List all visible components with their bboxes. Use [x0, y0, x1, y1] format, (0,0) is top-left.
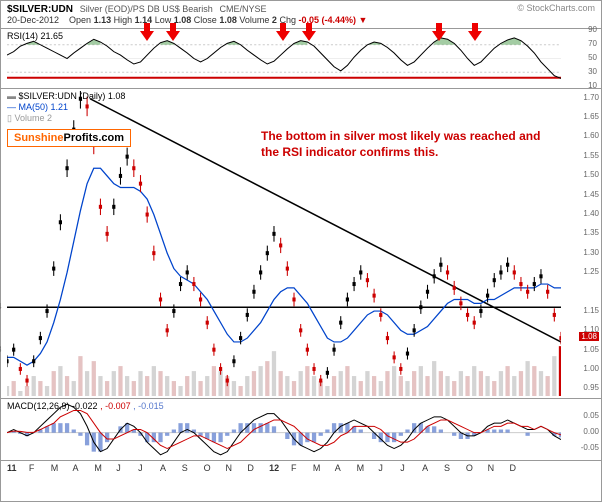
exchange: CME/NYSE	[220, 4, 267, 14]
open-label: Open	[69, 15, 91, 25]
x-tick: M	[51, 463, 59, 473]
price-panel: ▬ $SILVER:UDN (Daily) 1.08 — MA(50) 1.21…	[1, 89, 601, 399]
down-arrow-icon	[166, 23, 180, 41]
x-tick: A	[73, 463, 79, 473]
x-tick: F	[291, 463, 297, 473]
main-symbol: $SILVER:UDN (Daily)	[19, 91, 106, 101]
x-axis: 11 F M A M J J A S O N D 12 F M A M J J A S O N D	[1, 461, 601, 481]
ma-label: MA(50)	[19, 102, 49, 112]
high-label: High	[114, 15, 133, 25]
volume-label: Volume	[239, 15, 269, 25]
down-arrow-icon	[140, 23, 154, 41]
x-tick: M	[357, 463, 365, 473]
rsi-label: RSI(14)	[7, 31, 38, 41]
close-label: Close	[194, 15, 217, 25]
macd-v3: -0.015	[138, 401, 164, 411]
x-tick: S	[182, 463, 188, 473]
chart-container: $SILVER:UDN Silver (EOD)/PS DB US$ Beari…	[0, 0, 602, 502]
x-tick: S	[444, 463, 450, 473]
rsi-value: 21.65	[41, 31, 64, 41]
x-tick: J	[400, 463, 405, 473]
x-tick: O	[204, 463, 211, 473]
down-arrow-icon	[468, 23, 482, 41]
vol-label: Volume	[14, 113, 44, 123]
watermark: SunshineProfits.com	[7, 129, 131, 147]
down-arrow-icon	[302, 23, 316, 41]
macd-label: MACD(12,26,9)	[7, 401, 70, 411]
rsi-panel: RSI(14) 21.65 1030507090	[1, 29, 601, 89]
macd-v1: -0.022	[72, 401, 98, 411]
x-tick: O	[466, 463, 473, 473]
x-tick: D	[247, 463, 254, 473]
x-tick: N	[225, 463, 232, 473]
main-value: 1.08	[108, 91, 126, 101]
x-tick: M	[94, 463, 102, 473]
macd-panel: MACD(12,26,9) -0.022 , -0.007 , -0.015 0…	[1, 399, 601, 461]
x-tick: A	[335, 463, 341, 473]
description: Silver (EOD)/PS DB US$ Bearish	[80, 4, 213, 14]
x-tick: M	[313, 463, 321, 473]
ma-value: 1.21	[51, 102, 69, 112]
macd-v2: -0.007	[105, 401, 131, 411]
watermark-b: Profits.com	[64, 132, 125, 144]
date: 20-Dec-2012	[7, 15, 59, 25]
annotation-text: The bottom in silver most likely was rea…	[261, 129, 541, 160]
down-arrow-icon	[276, 23, 290, 41]
x-tick: D	[510, 463, 517, 473]
x-tick: J	[138, 463, 143, 473]
x-tick: A	[422, 463, 428, 473]
x-tick: J	[116, 463, 121, 473]
close-value: 1.08	[219, 15, 237, 25]
x-tick: F	[29, 463, 35, 473]
x-tick: J	[378, 463, 383, 473]
symbol: $SILVER:UDN	[7, 4, 73, 15]
x-tick: 11	[7, 463, 17, 473]
chg-arrow-icon: ▼	[359, 15, 368, 25]
down-arrow-icon	[432, 23, 446, 41]
vol-value: 2	[47, 113, 52, 123]
open-value: 1.13	[94, 15, 112, 25]
watermark-a: Sunshine	[14, 132, 64, 144]
x-tick: N	[488, 463, 495, 473]
x-tick: A	[160, 463, 166, 473]
attribution: © StockCharts.com	[517, 3, 595, 13]
x-tick: 12	[269, 463, 279, 473]
